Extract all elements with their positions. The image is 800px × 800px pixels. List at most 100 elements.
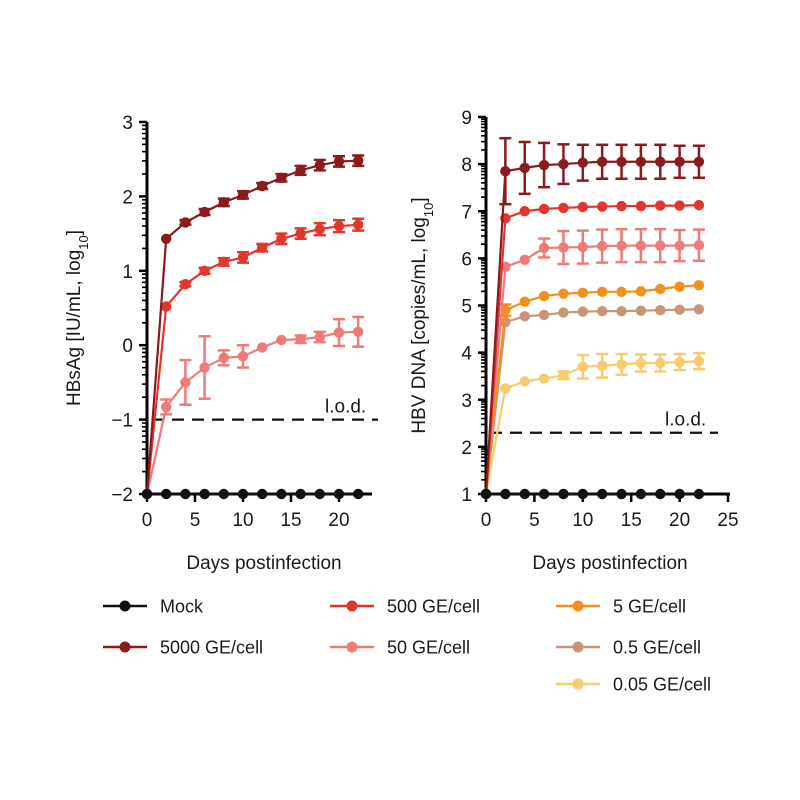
- y-axis-title-end: ]: [64, 230, 85, 235]
- legend-item: 50 GE/cell: [330, 638, 470, 658]
- data-point: [693, 199, 705, 211]
- data-point: [314, 223, 325, 235]
- data-point: [353, 155, 364, 166]
- data-point: [333, 156, 345, 167]
- series-line: [484, 244, 699, 495]
- data-point: [257, 488, 268, 500]
- data-point: [674, 281, 685, 292]
- data-point: [237, 189, 249, 201]
- data-point: [295, 165, 306, 176]
- y-tick-label: 4: [461, 344, 472, 365]
- y-tick-label: 0: [122, 336, 133, 357]
- data-point: [635, 240, 647, 251]
- series-5000-ge-cell: [141, 154, 365, 500]
- data-point: [596, 488, 608, 500]
- data-point: [199, 488, 210, 500]
- y-tick-label: 3: [461, 391, 472, 412]
- x-tick-label: 20: [328, 510, 349, 531]
- lod-label: l.o.d.: [665, 410, 706, 431]
- data-point: [538, 203, 550, 215]
- series-line: [145, 223, 359, 495]
- data-point: [655, 283, 666, 295]
- data-point: [674, 240, 685, 251]
- legend-item: 5000 GE/cell: [103, 638, 263, 658]
- data-point: [693, 156, 705, 167]
- data-point: [674, 156, 685, 167]
- series-5-ge-cell: [480, 280, 705, 500]
- data-point: [180, 488, 191, 500]
- series-0-5-ge-cell: [480, 304, 705, 500]
- y-axis-title-subscript: 10: [76, 235, 91, 249]
- data-point: [577, 287, 588, 298]
- legend-item: 0.5 GE/cell: [556, 638, 701, 658]
- data-point: [353, 326, 364, 338]
- data-point: [199, 265, 210, 276]
- y-tick-label: 2: [461, 438, 472, 459]
- legend-marker: [346, 641, 358, 653]
- legend-label: 50 GE/cell: [387, 638, 470, 658]
- data-point: [635, 305, 647, 316]
- legend-item: 0.05 GE/cell: [556, 675, 711, 695]
- data-point: [180, 278, 191, 290]
- data-point: [577, 361, 588, 372]
- legend-label: 5 GE/cell: [613, 597, 686, 617]
- data-point: [635, 357, 647, 369]
- data-point: [257, 242, 268, 253]
- data-point: [674, 488, 685, 500]
- data-point: [218, 256, 229, 268]
- data-point: [577, 241, 588, 253]
- data-point: [161, 233, 172, 245]
- data-point: [333, 488, 345, 500]
- data-point: [655, 305, 666, 316]
- x-tick-label: 20: [669, 510, 690, 531]
- series-50-ge-cell: [141, 315, 365, 500]
- data-point: [616, 305, 627, 317]
- legend-item: 500 GE/cell: [330, 597, 480, 617]
- data-point: [558, 242, 569, 253]
- data-point: [538, 488, 550, 500]
- data-point: [635, 488, 647, 500]
- data-point: [218, 197, 229, 208]
- y-tick-label: −2: [111, 485, 133, 506]
- series-mock: [480, 488, 705, 500]
- data-point: [616, 359, 627, 370]
- y-tick-label: 8: [461, 155, 472, 176]
- data-point: [538, 242, 550, 254]
- series-line: [145, 159, 359, 495]
- legend-marker: [572, 641, 584, 653]
- legend-marker: [119, 641, 131, 653]
- series-line: [484, 284, 700, 495]
- x-tick-label: 15: [280, 510, 301, 531]
- data-point: [558, 488, 569, 500]
- data-point: [616, 286, 627, 298]
- y-tick-label: 3: [122, 113, 133, 134]
- data-point: [693, 239, 705, 251]
- y-axis-title-subscript: 10: [421, 203, 436, 217]
- series-500-ge-cell: [480, 199, 705, 500]
- data-point: [519, 311, 530, 322]
- data-point: [218, 488, 229, 500]
- data-point: [693, 304, 705, 315]
- data-point: [596, 156, 608, 167]
- data-point: [674, 200, 685, 211]
- data-point: [635, 156, 647, 167]
- x-tick-label: 5: [529, 510, 540, 531]
- data-point: [333, 327, 345, 338]
- data-point: [237, 488, 249, 500]
- data-point: [538, 373, 550, 384]
- data-point: [295, 334, 306, 345]
- data-point: [314, 331, 325, 343]
- x-tick-label: 0: [481, 510, 492, 531]
- data-point: [596, 240, 608, 252]
- data-point: [577, 306, 588, 317]
- data-point: [141, 488, 153, 500]
- y-tick-label: 6: [461, 249, 472, 270]
- series-line: [484, 160, 699, 495]
- data-point: [655, 240, 666, 251]
- data-point: [353, 488, 364, 500]
- data-point: [635, 286, 647, 297]
- data-point: [693, 280, 705, 291]
- data-point: [693, 488, 705, 500]
- data-point: [237, 252, 249, 263]
